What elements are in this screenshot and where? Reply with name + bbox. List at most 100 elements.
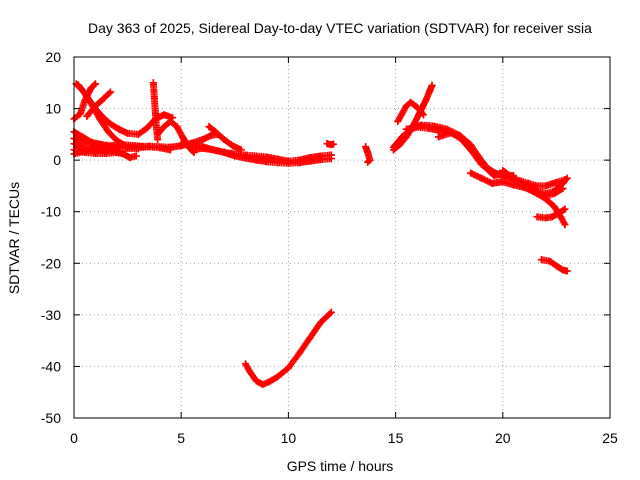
data-point (473, 151, 481, 159)
data-point (265, 378, 273, 386)
data-point (74, 81, 82, 89)
y-tick-label: -40 (41, 358, 61, 374)
data-point (106, 88, 114, 96)
series-track-ab (537, 256, 571, 275)
x-tick-label: 5 (177, 430, 185, 446)
data-point (229, 142, 237, 150)
data-point (555, 209, 563, 217)
y-tick-label: -20 (41, 255, 61, 271)
data-point (91, 80, 99, 88)
series-track-t (394, 98, 427, 125)
chart-title: Day 363 of 2025, Sidereal Day-to-day VTE… (88, 20, 592, 36)
data-point (242, 360, 250, 368)
data-point (274, 159, 282, 167)
data-point (537, 256, 545, 264)
data-point (166, 117, 174, 125)
data-point (542, 190, 550, 198)
grid (74, 57, 610, 418)
axis-ticks: 0 5 10 15 20 25 -50 -40 -30 -20 -10 0 10 20 (41, 49, 618, 446)
x-tick-label: 15 (388, 430, 404, 446)
data-point (477, 174, 485, 182)
x-tick-label: 20 (495, 430, 511, 446)
data-point (295, 350, 303, 358)
data-point (419, 111, 427, 119)
data-point (323, 140, 331, 148)
series-track-d (83, 88, 114, 120)
data-point (246, 368, 254, 376)
data-point (507, 173, 515, 181)
data-point (426, 87, 434, 95)
data-point (151, 110, 159, 118)
data-point (177, 140, 185, 148)
data-point (327, 155, 335, 163)
y-axis-label: SDTVAR / TECUs (6, 182, 22, 294)
data-point (87, 146, 95, 154)
data-point (490, 172, 498, 180)
data-point (242, 154, 250, 162)
data-point (389, 143, 397, 151)
data-point (160, 111, 168, 119)
data-point (145, 142, 153, 150)
series-track-z (525, 174, 571, 198)
data-point (394, 117, 402, 125)
data-point (327, 308, 335, 316)
data-point (252, 156, 260, 164)
data-point (542, 214, 550, 222)
data-point (364, 148, 372, 156)
data-point (207, 131, 215, 139)
data-point (81, 97, 89, 105)
data-point (205, 123, 213, 131)
data-point (150, 94, 158, 102)
data-point (362, 143, 370, 151)
data-point (113, 148, 121, 156)
data-point (284, 364, 292, 372)
data-point (156, 143, 164, 151)
data-point (550, 203, 558, 211)
data-point (259, 380, 267, 388)
data-point (295, 159, 303, 167)
data-point (434, 126, 442, 134)
data-point (364, 158, 372, 166)
data-point (407, 98, 415, 106)
data-point (96, 145, 104, 153)
data-point (533, 213, 541, 221)
series-track-r (242, 308, 335, 388)
data-point (317, 319, 325, 327)
data-point (124, 129, 132, 137)
data-point (563, 267, 571, 275)
data-point (106, 120, 114, 128)
data-point (306, 157, 314, 165)
data-point (561, 205, 569, 213)
data-point (546, 257, 554, 265)
data-point (220, 148, 228, 156)
data-point (488, 179, 496, 187)
data-point (499, 166, 507, 174)
y-tick-label: -30 (41, 307, 61, 323)
data-point (173, 123, 181, 131)
data-point (482, 164, 490, 172)
series-track-n (188, 144, 335, 167)
data-point (424, 124, 432, 132)
series-track-j (149, 79, 162, 144)
data-point (76, 110, 84, 118)
data-point (121, 150, 129, 158)
data-point (115, 125, 123, 133)
data-point (559, 266, 567, 274)
data-point (398, 110, 406, 118)
data-point (124, 144, 132, 152)
data-point (91, 102, 99, 110)
data-point (149, 79, 157, 87)
data-point (317, 156, 325, 164)
data-point (510, 181, 518, 189)
data-point (398, 133, 406, 141)
data-point (252, 377, 260, 385)
data-point (199, 136, 207, 144)
data-point (542, 182, 550, 190)
data-point (548, 213, 556, 221)
data-point (166, 143, 174, 151)
data-point (160, 123, 168, 131)
data-point (460, 137, 468, 145)
data-point (516, 179, 524, 187)
data-point (422, 97, 430, 105)
